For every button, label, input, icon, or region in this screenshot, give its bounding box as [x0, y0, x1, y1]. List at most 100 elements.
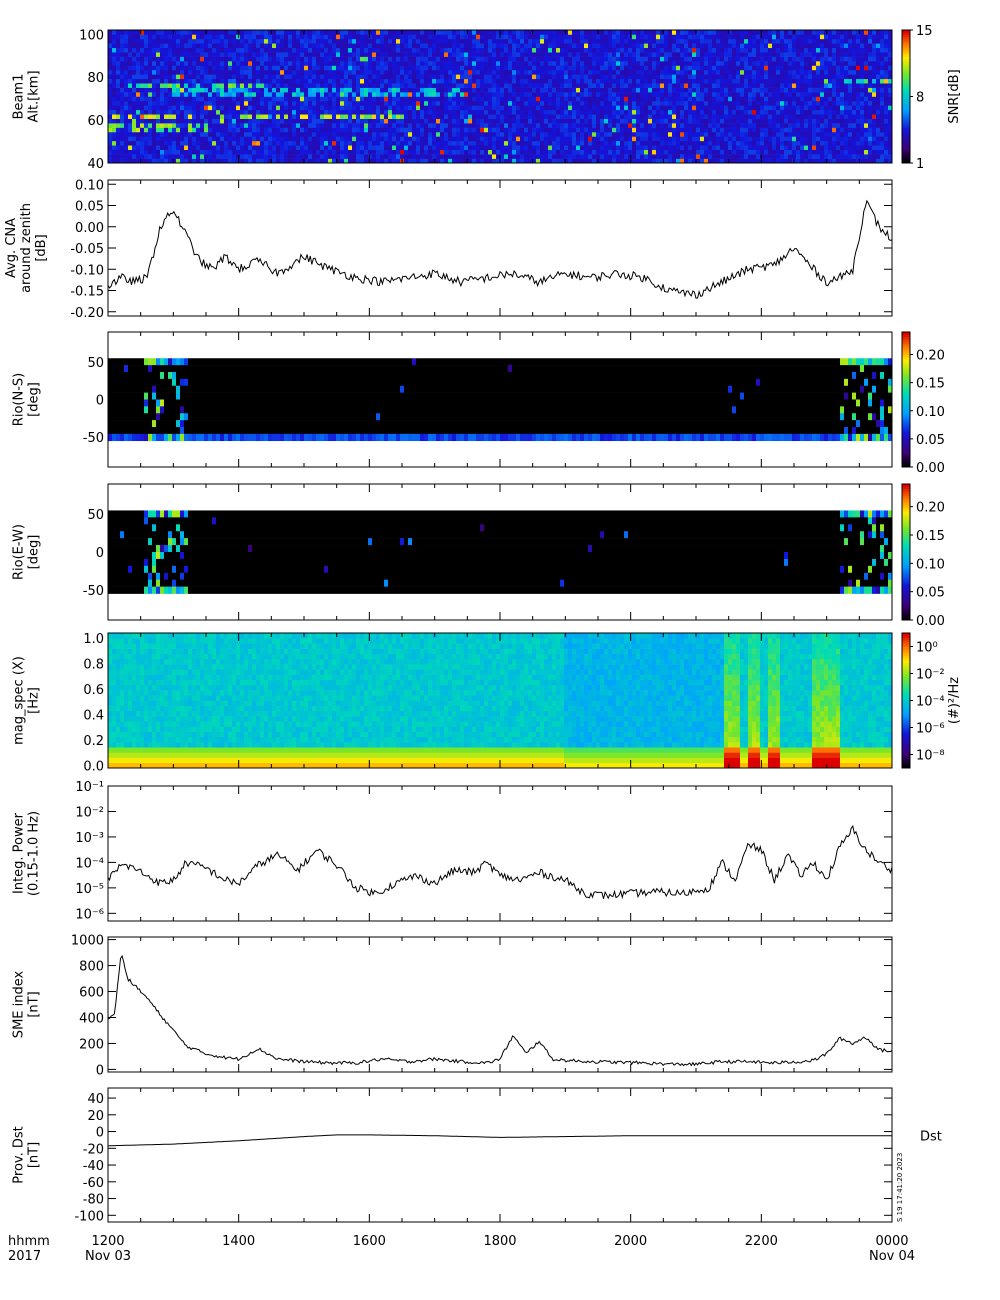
panel-0-cell [148, 96, 153, 102]
panel-0-cell [680, 123, 685, 128]
panel-0-cell [712, 74, 717, 80]
panel-0-cell [464, 127, 469, 133]
panel-0-cell [572, 87, 577, 93]
panel-0-cell [360, 131, 365, 137]
panel-0-cell [424, 61, 429, 66]
panel-0-cell [360, 140, 365, 146]
panel-0-cell [700, 127, 705, 133]
panel-0-cell [624, 105, 629, 111]
panel-0-cell [144, 65, 149, 71]
panel-0-cell [664, 149, 669, 155]
panel-0-cell [112, 52, 117, 57]
panel-0-cell [472, 61, 477, 66]
panel-0-cell [228, 109, 233, 115]
panel-0-cell [348, 145, 353, 150]
panel-0-cell [428, 118, 433, 124]
panel-0-cell [716, 100, 721, 106]
panel-0-cell [152, 127, 157, 133]
panel-0-cell [720, 118, 725, 124]
panel-0-cell [352, 69, 357, 75]
panel-0-cell [444, 78, 449, 84]
panel-0-cell [164, 74, 169, 80]
panel-0-cell [732, 30, 737, 35]
panel-0-cell [600, 92, 605, 97]
panel-0-cell [144, 136, 149, 142]
panel-0-cell [348, 30, 353, 35]
panel-0-cell [388, 92, 393, 97]
panel-0-cell [748, 47, 753, 53]
panel-0-cell [492, 100, 497, 106]
panel-0-cell [508, 118, 513, 124]
panel-0-cell [444, 34, 449, 40]
panel-0-cell [660, 96, 665, 102]
panel-0-cell [240, 158, 245, 164]
panel-0-cell [404, 114, 409, 119]
panel-0-cell [300, 34, 305, 40]
panel-0-cell [300, 145, 305, 150]
panel-0-cell [220, 158, 225, 164]
panel-0-cell [244, 131, 249, 137]
panel-0-cell [596, 109, 601, 115]
panel-0-cell [652, 127, 657, 133]
panel-0-cell [328, 127, 333, 133]
panel-0-cell [272, 83, 277, 88]
panel-0-cell [280, 100, 285, 106]
panel-0-cell [612, 123, 617, 128]
panel-0-cell [432, 61, 437, 66]
panel-0-cell [344, 65, 349, 71]
panel-0-cell [476, 158, 481, 164]
panel-0-cell [220, 114, 225, 119]
panel-0-cell [632, 74, 637, 80]
panel-0-cell [324, 100, 329, 106]
panel-0-cell [668, 52, 673, 57]
panel-0-cell [572, 69, 577, 75]
panel-0-cell [492, 145, 497, 150]
panel-0-cell [408, 109, 413, 115]
panel-0-cell [576, 87, 581, 93]
panel-0-cell [320, 74, 325, 80]
panel-0-cell [512, 65, 517, 71]
panel-0-cell [760, 100, 765, 106]
panel-0-cell [308, 43, 313, 49]
panel-0-cell [452, 127, 457, 133]
panel-0-cell [380, 74, 385, 80]
panel-0-cell [592, 87, 597, 93]
panel-0-cell [592, 109, 597, 115]
panel-0-cell [752, 105, 757, 111]
panel-0-cell [652, 65, 657, 71]
panel-0-cell [428, 83, 433, 88]
panel-0-cell [164, 114, 169, 119]
panel-0-cell [168, 127, 173, 133]
panel-0-cell [760, 131, 765, 137]
panel-0-cell [704, 56, 709, 62]
panel-0-cell [728, 65, 733, 71]
panel-0-cell [696, 78, 701, 84]
panel-0-cell [724, 109, 729, 115]
panel-0-cell [216, 87, 221, 93]
panel-0-cell [752, 145, 757, 150]
panel-0-cell [504, 43, 509, 49]
panel-0-cell [688, 30, 693, 35]
panel-0-cell [492, 65, 497, 71]
panel-0-cell [200, 105, 205, 111]
panel-0-cell [488, 34, 493, 40]
panel-0-cell [516, 87, 521, 93]
panel-0-cell [352, 149, 357, 155]
panel-0-cell [524, 78, 529, 84]
panel-0-cell [728, 38, 733, 44]
panel-0-cell [228, 92, 233, 97]
panel-0-cell [460, 52, 465, 57]
panel-0-cell [372, 87, 377, 93]
panel-0-cell [760, 43, 765, 49]
panel-0-cell [524, 100, 529, 106]
panel-0-cell [424, 34, 429, 40]
panel-0-cell [720, 96, 725, 102]
panel-0-cell [436, 140, 441, 146]
panel-0-cell [340, 118, 345, 124]
panel-0-cell [160, 109, 165, 115]
panel-0-cell [356, 136, 361, 142]
panel-0-cell [172, 136, 177, 142]
panel-0-cell [612, 96, 617, 102]
panel-0-cell [500, 123, 505, 128]
panel-0-cell [304, 118, 309, 124]
